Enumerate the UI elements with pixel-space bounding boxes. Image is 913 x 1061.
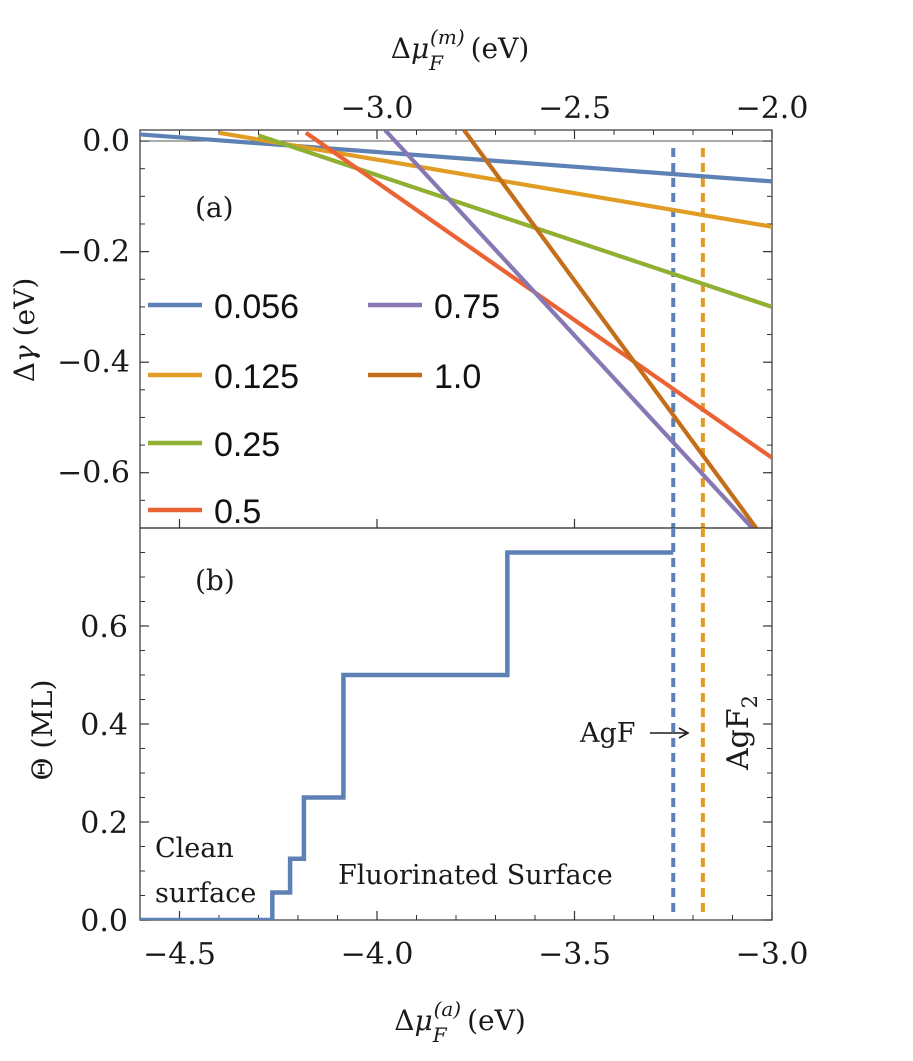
agf-arrow-icon [650, 727, 690, 739]
panel-b-xtick-label: −4.5 [143, 937, 216, 972]
panel-b-ytick-label: 0.6 [80, 610, 128, 645]
legend-label-0.125: 0.125 [214, 358, 299, 396]
panel-a-ytick-label: −0.2 [57, 235, 130, 270]
legend-label-1.0: 1.0 [434, 358, 481, 396]
fluorinated-surface-label: Fluorinated Surface [338, 860, 613, 891]
series-line-0.75 [383, 130, 754, 528]
clean-surface-label-line2: surface [155, 878, 256, 909]
legend-label-0.5: 0.5 [214, 493, 261, 531]
panel-b-ytick-label: 0.0 [80, 904, 128, 939]
agf2-label: AgF2 [721, 695, 762, 771]
legend-label-0.25: 0.25 [214, 426, 280, 464]
panel-a-ytick-label: 0.0 [82, 124, 130, 159]
panel-b: 0.0 0.2 0.4 0.6 −4.5 −4.0 −3.5 −3.0 [80, 527, 809, 972]
panel-b-xtick-label: −3.0 [736, 937, 809, 972]
panel-b-y-axis-title: Θ (ML) [26, 680, 59, 781]
panel-a: 0.0 −0.2 −0.4 −0.6 −3.0 −2.5 −2.0 0.056 0.125 0.2… [57, 91, 808, 531]
series-line-0.056 [140, 132, 772, 184]
panel-b-xtick-label: −3.5 [538, 937, 611, 972]
series-line-1.0 [462, 130, 758, 528]
panel-a-ytick-label: −0.4 [57, 345, 130, 380]
top-x-axis-title: ΔμF(m) (eV) [391, 25, 530, 75]
panel-a-top-xtick-label: −2.0 [736, 91, 809, 126]
bottom-x-axis-title: ΔμF(a) (eV) [394, 997, 526, 1047]
panel-a-ytick-label: −0.6 [57, 456, 130, 491]
series-line-0.25 [257, 133, 772, 309]
panel-a-label: (a) [195, 191, 234, 224]
panel-b-ytick-label: 0.2 [80, 806, 128, 841]
coverage-step-line [140, 550, 674, 920]
panel-a-y-axis-title: Δγ (eV) [8, 278, 41, 383]
series-line-0.125 [218, 130, 772, 229]
legend-label-0.056: 0.056 [214, 288, 299, 326]
panel-b-ytick-label: 0.4 [80, 708, 128, 743]
clean-surface-label-line1: Clean [155, 833, 234, 864]
panel-a-frame [139, 129, 773, 529]
panel-b-xtick-label: −4.0 [341, 937, 414, 972]
panel-b-label: (b) [195, 564, 235, 597]
agf-label: AgF [579, 718, 636, 749]
legend-label-0.75: 0.75 [434, 288, 500, 326]
panel-a-top-xtick-label: −2.5 [538, 91, 611, 126]
panel-a-top-xtick-label: −3.0 [341, 91, 414, 126]
panel-a-series-group [140, 130, 772, 528]
panel-b-series-group [140, 550, 674, 920]
